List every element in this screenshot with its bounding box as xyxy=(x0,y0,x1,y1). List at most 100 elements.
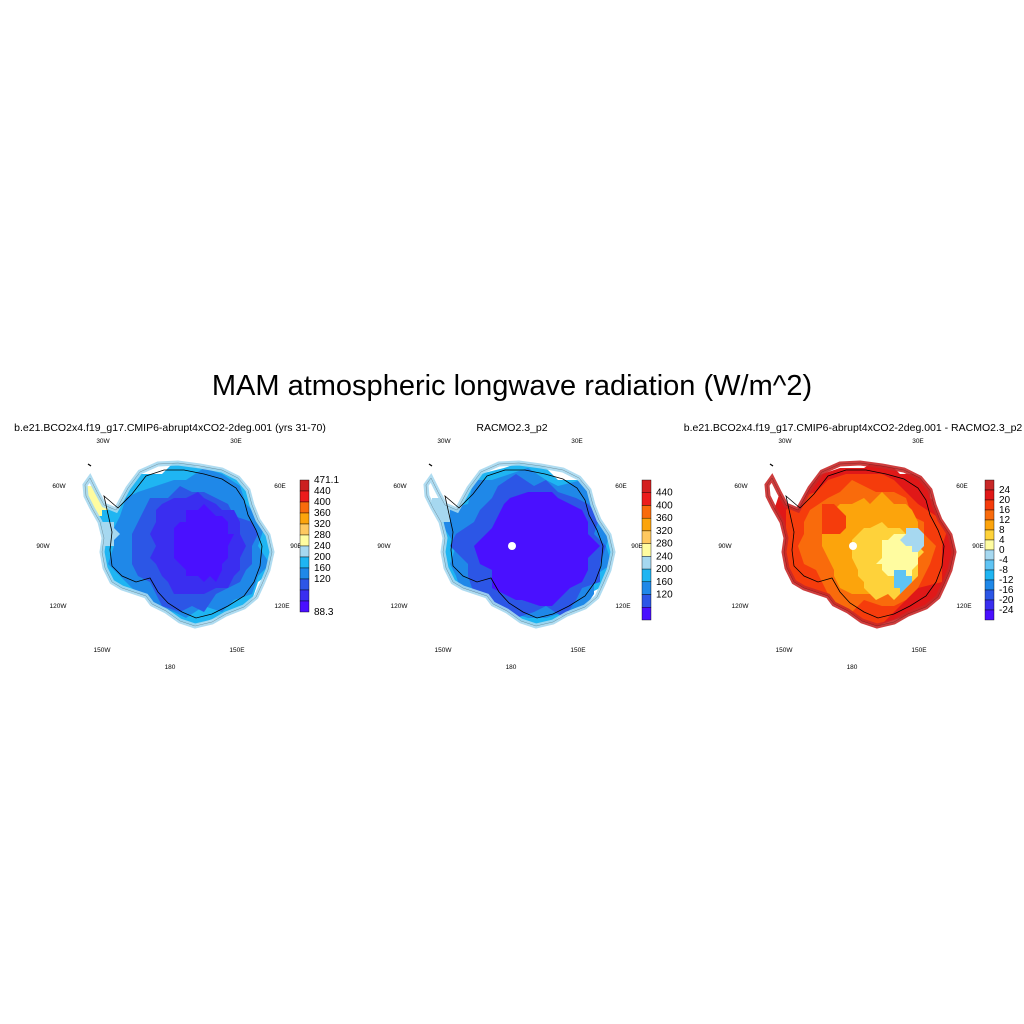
colorbar-swatch xyxy=(984,569,995,581)
colorbar-swatch xyxy=(984,609,995,621)
colorbar-label: 320 xyxy=(314,519,331,530)
lon-label: 180 xyxy=(165,664,176,671)
lon-label: 30E xyxy=(571,438,583,445)
colorbar-swatch xyxy=(984,599,995,611)
colorbar-label: 88.3 xyxy=(314,607,334,618)
colorbar-swatch xyxy=(299,523,310,536)
colorbar-label: 16 xyxy=(999,505,1011,516)
colorbar-label: 471.1 xyxy=(314,475,339,486)
colorbar-label: 4 xyxy=(999,535,1005,546)
lon-label: 120E xyxy=(274,603,290,610)
colorbar-swatch xyxy=(299,512,310,525)
lon-label: 90W xyxy=(718,543,732,550)
colorbar-swatch xyxy=(641,517,652,532)
map-panel-3: b.e21.BCO2x4.f19_g17.CMIP6-abrupt4xCO2-2… xyxy=(684,422,1023,671)
colorbar-label: 320 xyxy=(656,526,673,537)
colorbar-label: 440 xyxy=(314,486,331,497)
figure-title: MAM atmospheric longwave radiation (W/m^… xyxy=(211,370,813,402)
lon-label: 150E xyxy=(911,647,927,654)
colorbar-swatch xyxy=(984,579,995,591)
lon-label: 30E xyxy=(230,438,242,445)
colorbar-swatch xyxy=(984,479,995,491)
colorbar-label: 12 xyxy=(999,515,1011,526)
lon-label: 150E xyxy=(570,647,586,654)
colorbar-swatch xyxy=(641,568,652,583)
colorbar-label: 240 xyxy=(656,551,673,562)
lon-label: 60E xyxy=(274,483,286,490)
map-panel-1: b.e21.BCO2x4.f19_g17.CMIP6-abrupt4xCO2-2… xyxy=(14,422,339,671)
colorbar-label: 400 xyxy=(314,497,331,508)
colorbar-label: 160 xyxy=(656,577,673,588)
colorbar-swatch xyxy=(299,534,310,547)
lon-label: 180 xyxy=(506,664,517,671)
lon-label: 120W xyxy=(50,603,68,610)
panel-title: b.e21.BCO2x4.f19_g17.CMIP6-abrupt4xCO2-2… xyxy=(14,422,326,434)
lon-label: 120W xyxy=(391,603,409,610)
colorbar-label: 20 xyxy=(999,495,1011,506)
lon-label: 60W xyxy=(734,483,748,490)
lon-label: 120E xyxy=(615,603,631,610)
colorbar-label: 200 xyxy=(656,564,673,575)
colorbar-swatch xyxy=(641,607,652,621)
colorbar-swatch xyxy=(984,589,995,601)
colorbar-label: -20 xyxy=(999,595,1014,606)
lon-label: 90E xyxy=(972,543,984,550)
lon-label: 150E xyxy=(229,647,245,654)
lon-label: 90E xyxy=(631,543,643,550)
lon-label: 150W xyxy=(435,647,453,654)
colorbar-swatch xyxy=(641,581,652,595)
colorbar-swatch xyxy=(984,559,995,571)
colorbar-label: 280 xyxy=(656,539,673,550)
colorbar-label: 200 xyxy=(314,552,331,563)
colorbar-label: -12 xyxy=(999,575,1014,586)
colorbar-swatch xyxy=(984,539,995,551)
colorbar-swatch xyxy=(984,489,995,501)
colorbar-label: -8 xyxy=(999,565,1008,576)
lon-label: 90W xyxy=(36,543,50,550)
colorbar-label: 120 xyxy=(656,590,673,601)
map-panel-2: RACMO2.3_p2 30W 30E 60W 60E 90W 90E 120W 120E 150… xyxy=(377,422,673,671)
lon-label: 30E xyxy=(912,438,924,445)
colorbar-swatch xyxy=(984,519,995,531)
colorbar-swatch xyxy=(299,578,310,591)
lon-label: 60W xyxy=(393,483,407,490)
colorbar-label: 120 xyxy=(314,574,331,585)
colorbar-label: 8 xyxy=(999,525,1005,536)
colorbar-swatch xyxy=(641,530,652,544)
panel-title: RACMO2.3_p2 xyxy=(476,422,547,434)
lon-label: 120E xyxy=(956,603,972,610)
colorbar-label: 360 xyxy=(314,508,331,519)
map-field xyxy=(426,463,613,626)
colorbar-label: 280 xyxy=(314,530,331,541)
colorbar-label: 360 xyxy=(656,513,673,524)
colorbar-label: -16 xyxy=(999,585,1014,596)
colorbar-swatch xyxy=(641,492,652,506)
colorbar-swatch xyxy=(299,501,310,514)
colorbar-swatch xyxy=(299,600,310,613)
colorbar-label: 240 xyxy=(314,541,331,552)
lon-label: 30W xyxy=(778,438,792,445)
lon-label: 90E xyxy=(290,543,302,550)
lon-label: 180 xyxy=(847,664,858,671)
colorbar-swatch xyxy=(984,499,995,511)
lon-label: 120W xyxy=(732,603,750,610)
lon-label: 60E xyxy=(615,483,627,490)
colorbar-swatch xyxy=(299,479,310,492)
lon-label: 90W xyxy=(377,543,391,550)
colorbar-swatch xyxy=(299,556,310,569)
colorbar-swatch xyxy=(299,589,310,602)
colorbar-swatch xyxy=(641,543,652,557)
lon-label: 60E xyxy=(956,483,968,490)
colorbar-swatch xyxy=(299,490,310,503)
colorbar-swatch xyxy=(641,594,652,608)
colorbar-swatch xyxy=(984,509,995,521)
colorbar-swatch xyxy=(984,529,995,541)
colorbar-label: -24 xyxy=(999,605,1014,616)
lon-label: 30W xyxy=(96,438,110,445)
colorbar-label: -4 xyxy=(999,555,1008,566)
colorbar-label: 0 xyxy=(999,545,1005,556)
